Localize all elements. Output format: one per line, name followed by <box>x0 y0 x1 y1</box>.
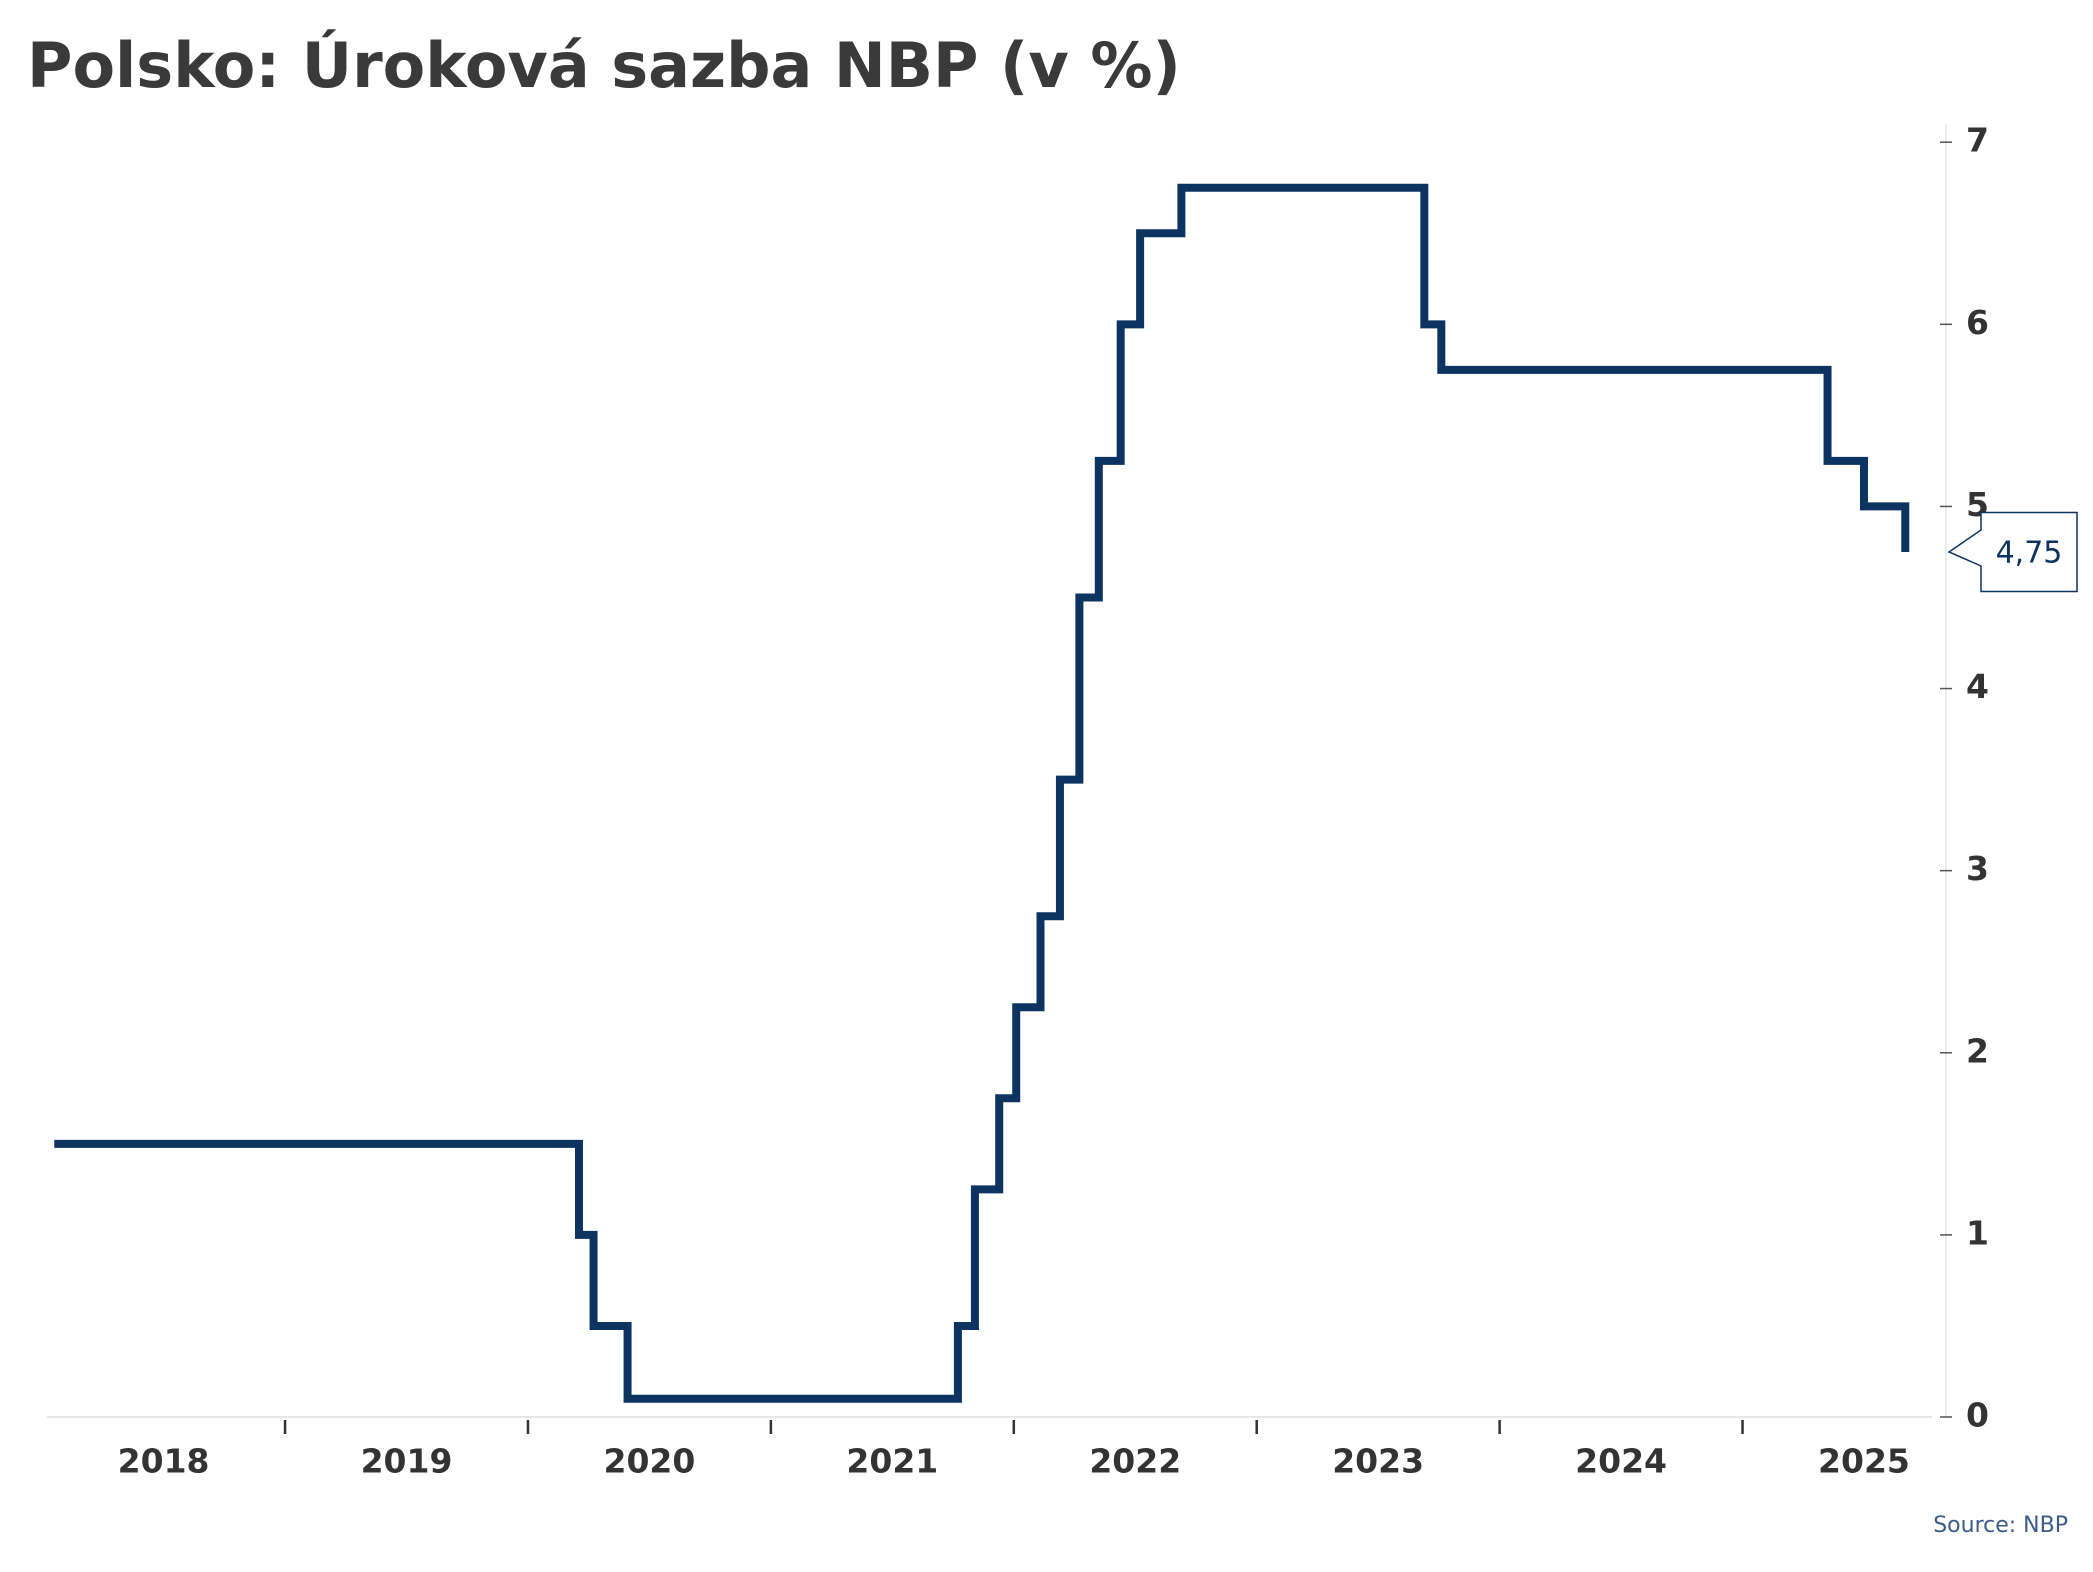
y-tick-label: 0 <box>1966 1396 1989 1435</box>
x-tick-label: 2024 <box>1575 1442 1667 1481</box>
y-tick-label: 2 <box>1966 1031 1989 1070</box>
x-tick-label: 2019 <box>361 1442 453 1481</box>
chart-title: Polsko: Úroková sazba NBP (v %) <box>27 29 1181 102</box>
x-tick-label: 2018 <box>118 1442 210 1481</box>
x-tick-label: 2023 <box>1332 1442 1424 1481</box>
x-tick-label: 2020 <box>603 1442 695 1481</box>
y-tick-label: 4 <box>1966 667 1989 706</box>
x-tick-label: 2021 <box>846 1442 938 1481</box>
end-label: 4,75 <box>1996 535 2063 570</box>
y-tick-label: 6 <box>1966 303 1989 342</box>
data-line <box>54 183 1910 1403</box>
y-tick-label: 1 <box>1966 1213 1989 1252</box>
source: Source: NBP <box>1933 1513 2068 1538</box>
x-tick-label: 2022 <box>1089 1442 1181 1481</box>
y-tick-label: 3 <box>1966 849 1989 888</box>
y-tick-label: 7 <box>1966 121 1989 160</box>
callout-box <box>1947 511 2078 593</box>
x-tick-label: 2025 <box>1818 1442 1910 1481</box>
